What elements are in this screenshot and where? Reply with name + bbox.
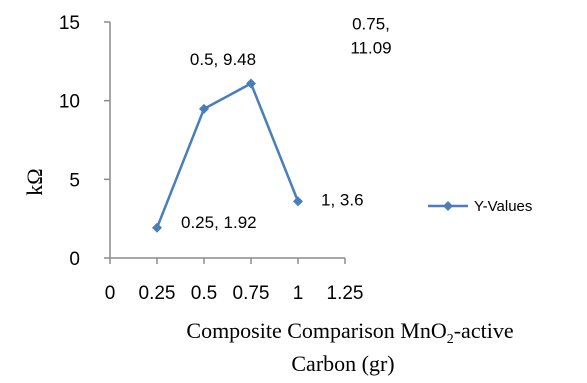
x-tick-label: 0.25	[139, 283, 176, 304]
y-tick-label: 10	[59, 92, 80, 113]
x-axis-title-line2: Carbon (gr)	[291, 351, 394, 376]
data-point	[293, 196, 303, 207]
legend: Y-Values	[428, 198, 532, 215]
data-label: 1, 3.6	[321, 190, 364, 209]
y-tick-label: 15	[59, 13, 80, 34]
data-point	[199, 103, 209, 114]
x-axis-title-part-b: -active	[454, 318, 514, 343]
data-label: 0.5, 9.48	[190, 50, 256, 69]
y-axis-title: kΩ	[22, 168, 47, 195]
x-tick-label: 0.5	[191, 283, 217, 304]
tick-labels: 0 5 10 15 0 0.25 0.5 0.75 1 1.25	[59, 13, 364, 304]
axes	[104, 21, 346, 264]
data-point	[152, 222, 162, 233]
x-tick-label: 0.75	[233, 283, 270, 304]
y-tick-label: 0	[69, 249, 80, 270]
x-tick-label: 1	[293, 283, 304, 304]
data-label: 0.75, 11.09	[350, 15, 391, 58]
data-label: 0.25, 1.92	[181, 213, 257, 232]
x-tick-label: 0	[105, 283, 116, 304]
x-tick-label: 1.25	[327, 283, 364, 304]
legend-marker	[443, 201, 453, 211]
data-labels: 0.25, 1.92 0.5, 9.48 0.75, 11.09 1, 3.6	[181, 15, 392, 232]
y-tick-label: 5	[69, 170, 80, 191]
x-axis-title-line1: Composite Comparison MnO2-active	[186, 318, 513, 347]
x-axis-title-subscript: 2	[447, 332, 454, 347]
data-point	[246, 78, 256, 89]
series-line	[155, 82, 300, 229]
legend-label: Y-Values	[474, 198, 532, 215]
series-y-values	[152, 78, 303, 233]
x-axis-title-part-a: Composite Comparison MnO	[186, 318, 446, 343]
